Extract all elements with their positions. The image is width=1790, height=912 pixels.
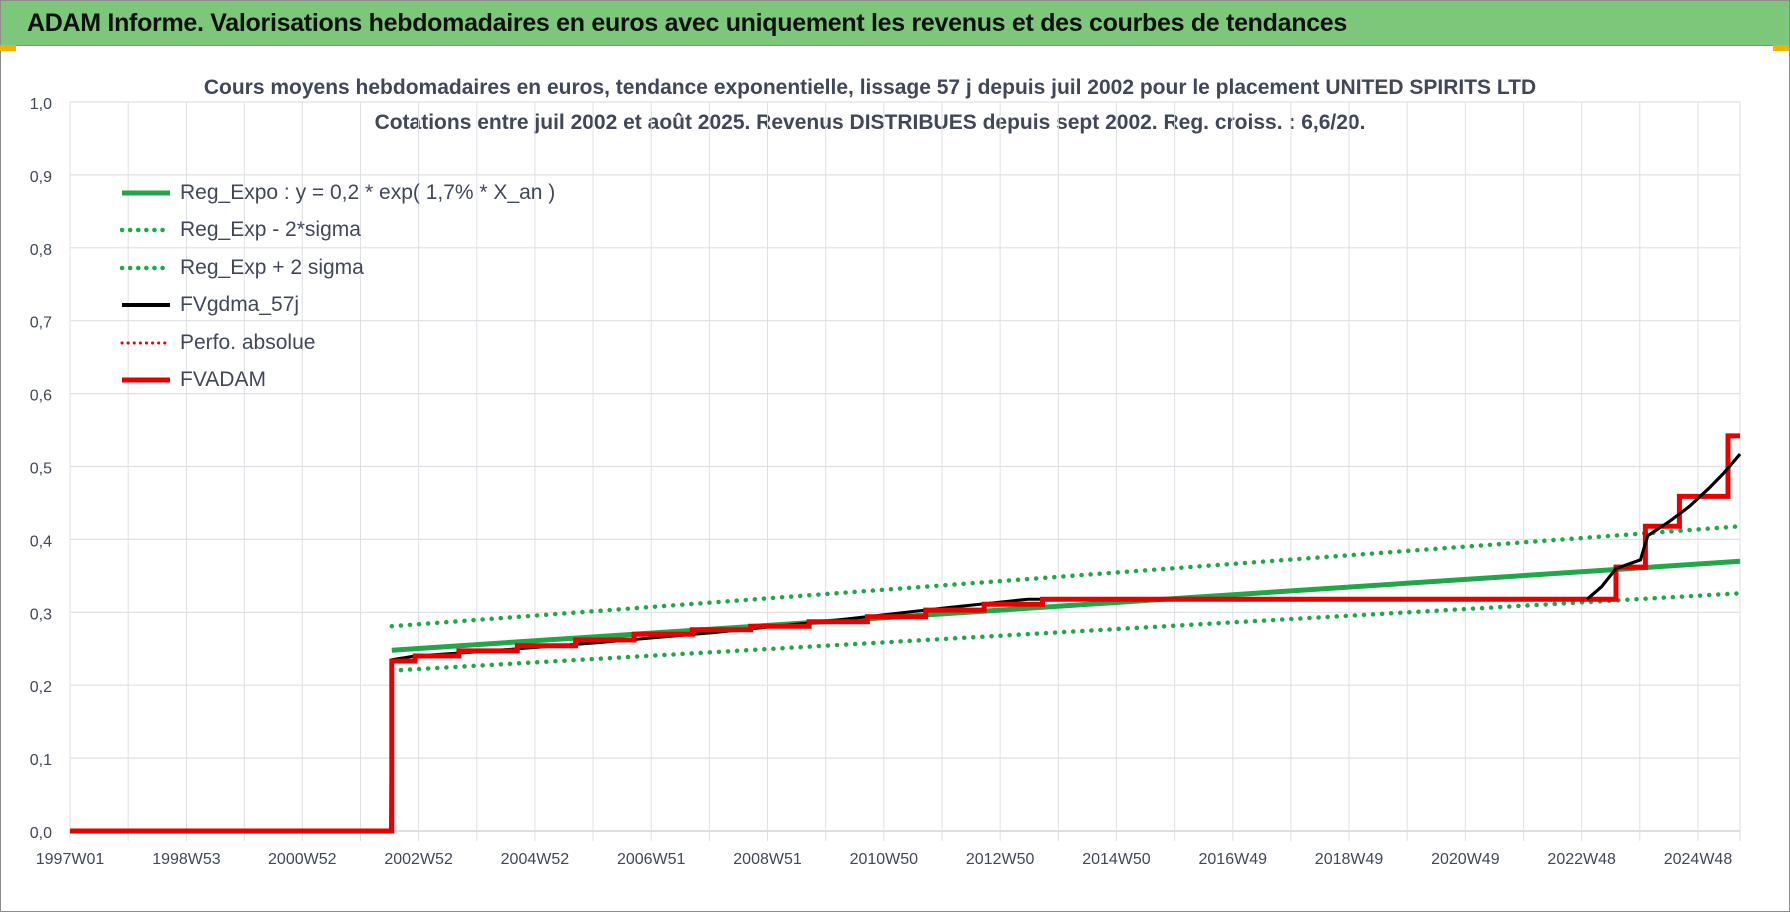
y-tick-label: 0,9 — [30, 169, 52, 186]
corner-marker-right — [1773, 45, 1789, 51]
y-tick-label: 0,7 — [30, 315, 52, 332]
legend-swatch-fvadam — [122, 377, 170, 383]
report-title: ADAM Informe. Valorisations hebdomadaire… — [27, 9, 1348, 37]
legend-item-reg-exp-minus: Reg_Exp - 2*sigma — [120, 212, 555, 250]
legend-item-fvadam: FVADAM — [120, 362, 555, 400]
legend-label-fvgdma: FVgdma_57j — [180, 293, 300, 317]
y-tick-label: 0,4 — [30, 533, 52, 550]
y-tick-label: 0,1 — [30, 752, 52, 769]
chart-title: Cours moyens hebdomadaires en euros, ten… — [203, 76, 1537, 99]
series-line-fvgdma-57j-tail — [1586, 453, 1742, 601]
legend-swatch-reg-exp-minus — [120, 228, 172, 233]
series-line-fvgdma-57j — [70, 453, 1742, 833]
x-tick-label: 2000W52 — [268, 851, 337, 868]
x-tick-label: 1998W53 — [152, 851, 221, 868]
legend-item-fvgdma: FVgdma_57j — [120, 287, 555, 325]
x-tick-label: 2022W48 — [1547, 851, 1616, 868]
legend-label-reg-expo: Reg_Expo : y = 0,2 * exp( 1,7% * X_an ) — [180, 180, 556, 204]
chart-legend: Reg_Expo : y = 0,2 * exp( 1,7% * X_an ) … — [120, 174, 555, 399]
x-tick-label: 2006W51 — [617, 851, 686, 868]
series-line-reg-expo-y-0-2-exp-1-7-x-an — [391, 558, 1741, 653]
legend-swatch-reg-expo — [122, 190, 170, 196]
x-tick-label: 2024W48 — [1664, 851, 1733, 868]
legend-item-reg-exp-plus: Reg_Exp + 2 sigma — [120, 249, 555, 287]
x-tick-label: 2004W52 — [501, 851, 570, 868]
y-tick-label: 0,6 — [30, 388, 52, 405]
report-banner: ADAM Informe. Valorisations hebdomadaire… — [1, 1, 1789, 46]
legend-label-perfo-absolue: Perfo. absolue — [180, 330, 316, 354]
legend-label-reg-exp-minus: Reg_Exp - 2*sigma — [180, 218, 361, 242]
x-tick-label: 2018W49 — [1315, 851, 1384, 868]
y-tick-label: 0,5 — [30, 461, 52, 478]
corner-marker-left — [0, 45, 16, 51]
y-tick-label: 0,2 — [30, 679, 52, 696]
legend-item-reg-expo: Reg_Expo : y = 0,2 * exp( 1,7% * X_an ) — [120, 174, 555, 212]
x-tick-label: 2008W51 — [733, 851, 802, 868]
x-tick-label: 2002W52 — [384, 851, 453, 868]
legend-item-perfo-absolue: Perfo. absolue — [120, 324, 555, 362]
x-tick-label: 2010W50 — [850, 851, 919, 868]
legend-swatch-reg-exp-plus — [120, 265, 172, 270]
x-tick-label: 2012W50 — [966, 851, 1035, 868]
y-tick-label: 0,3 — [30, 606, 52, 623]
y-tick-label: 0,0 — [30, 825, 52, 842]
y-tick-label: 1,0 — [30, 96, 52, 113]
x-tick-label: 1997W01 — [36, 851, 105, 868]
legend-label-reg-exp-plus: Reg_Exp + 2 sigma — [180, 255, 364, 279]
x-tick-label: 2016W49 — [1199, 851, 1268, 868]
legend-swatch-fvgdma — [122, 303, 170, 308]
x-tick-label: 2020W49 — [1431, 851, 1500, 868]
legend-label-fvadam: FVADAM — [180, 368, 266, 392]
y-tick-label: 0,8 — [30, 242, 52, 259]
legend-swatch-perfo-absolue — [120, 341, 172, 345]
series-line-reg-exp-2-sigma — [389, 524, 1743, 629]
chart-subtitle: Cotations entre juil 2002 et août 2025. … — [374, 111, 1366, 134]
x-tick-label: 2014W50 — [1082, 851, 1151, 868]
series-line-fvadam — [70, 433, 1740, 834]
series-line-reg-exp-2-sigma — [389, 591, 1743, 673]
